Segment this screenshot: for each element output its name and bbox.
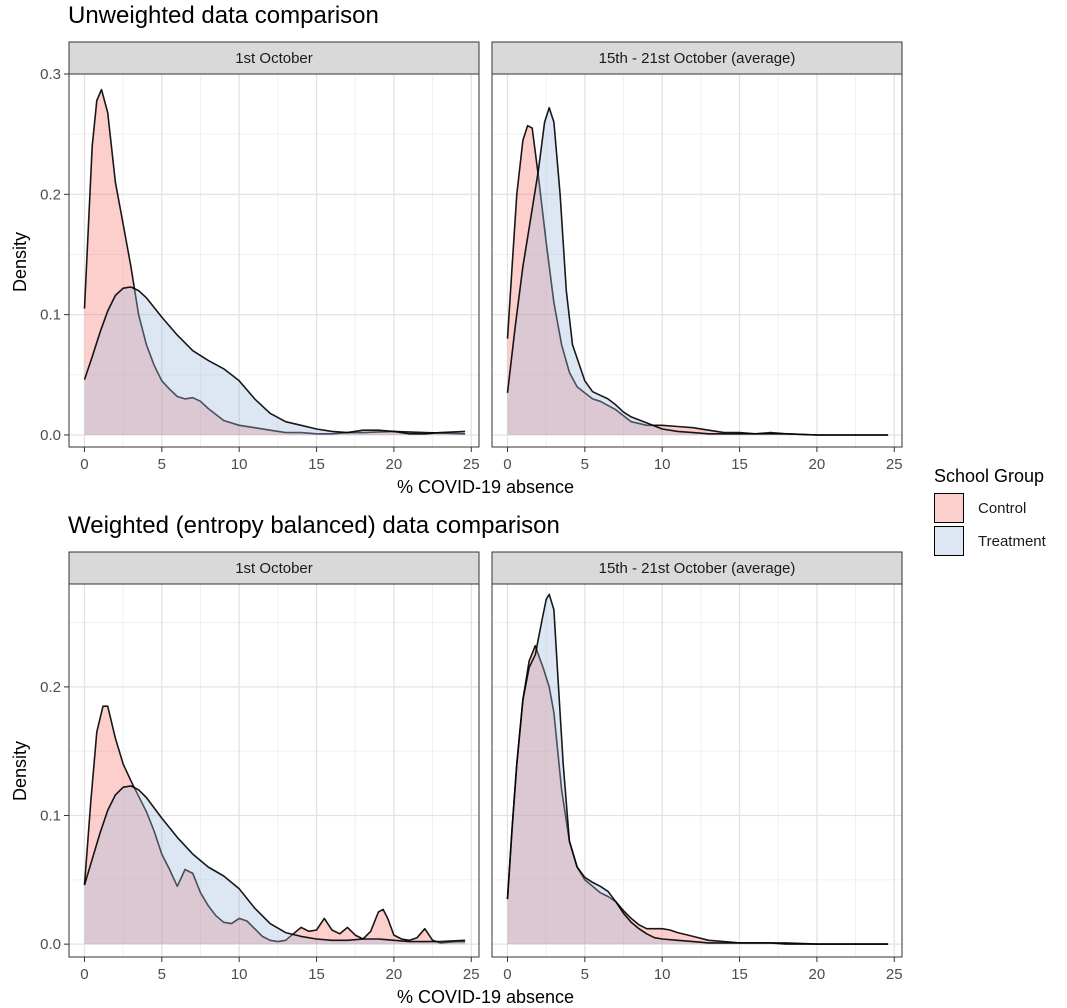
legend: School Group Control Treatment bbox=[934, 466, 1046, 556]
panel-border bbox=[68, 73, 480, 448]
x-tick-label: 15 bbox=[308, 966, 325, 983]
x-tick-label: 5 bbox=[158, 966, 166, 983]
x-tick-label: 10 bbox=[231, 456, 248, 473]
panel-1-1: 15th - 21st October (average) 0 5 10 15 20 25 bbox=[491, 551, 903, 983]
density-area-treatment bbox=[507, 594, 889, 945]
x-tick-label: 20 bbox=[386, 966, 403, 983]
x-tick-label: 25 bbox=[463, 456, 480, 473]
chart-title-unweighted: Unweighted data comparison bbox=[68, 2, 379, 29]
x-tick-label: 5 bbox=[581, 456, 589, 473]
facet-strip-label: 15th - 21st October (average) bbox=[599, 560, 796, 577]
x-tick-label: 15 bbox=[731, 456, 748, 473]
density-area-control bbox=[84, 89, 466, 435]
x-tick-label: 20 bbox=[809, 456, 826, 473]
legend-title: School Group bbox=[934, 466, 1045, 486]
x-tick-label: 25 bbox=[463, 966, 480, 983]
legend-item-control: Control bbox=[934, 493, 1046, 523]
legend-swatch-control bbox=[934, 493, 964, 523]
panel-background bbox=[69, 74, 479, 447]
x-tick-label: 20 bbox=[809, 966, 826, 983]
y-tick-label: 0.3 bbox=[40, 66, 61, 83]
facet-strip-label: 1st October bbox=[235, 560, 313, 577]
x-tick-label: 10 bbox=[654, 966, 671, 983]
facet-strip bbox=[68, 551, 480, 585]
panel-0-1: 15th - 21st October (average) 0 5 10 15 20 25 bbox=[491, 41, 903, 473]
x-tick-label: 25 bbox=[886, 456, 903, 473]
panel-border bbox=[491, 73, 903, 448]
chart-title-weighted: Weighted (entropy balanced) data compari… bbox=[68, 512, 560, 539]
x-tick-label: 20 bbox=[386, 456, 403, 473]
density-line-control bbox=[83, 705, 466, 944]
density-line-control bbox=[83, 88, 466, 435]
facet-strip-label: 1st October bbox=[235, 50, 313, 67]
x-tick-label: 0 bbox=[503, 456, 511, 473]
y-tick-label: 0.1 bbox=[40, 307, 61, 324]
y-tick-label: 0.0 bbox=[40, 427, 61, 444]
density-area-treatment bbox=[507, 107, 889, 435]
legend-item-treatment: Treatment bbox=[934, 526, 1046, 556]
x-tick-label: 25 bbox=[886, 966, 903, 983]
x-tick-label: 0 bbox=[80, 966, 88, 983]
y-axis-title: Density bbox=[10, 232, 30, 292]
y-axis-title: Density bbox=[10, 741, 30, 801]
x-tick-label: 15 bbox=[308, 456, 325, 473]
panel-border bbox=[68, 583, 480, 958]
y-tick-label: 0.0 bbox=[40, 936, 61, 953]
facet-strip-label: 15th - 21st October (average) bbox=[599, 50, 796, 67]
x-axis-title: % COVID-19 absence bbox=[397, 987, 574, 1007]
x-tick-label: 0 bbox=[80, 456, 88, 473]
x-axis-title: % COVID-19 absence bbox=[397, 477, 574, 497]
facet-strip bbox=[491, 41, 903, 75]
density-area-control bbox=[84, 706, 466, 945]
x-tick-label: 10 bbox=[231, 966, 248, 983]
panel-0-0: 1st October 0 5 10 15 20 25 0.0 0.1 0.2 0.3 bbox=[40, 41, 480, 473]
x-tick-label: 10 bbox=[654, 456, 671, 473]
x-tick-label: 5 bbox=[581, 966, 589, 983]
panel-1-0: 1st October 0 5 10 15 20 25 0.0 0.1 0.2 bbox=[40, 551, 480, 983]
density-line-control bbox=[506, 124, 889, 436]
x-tick-label: 5 bbox=[158, 456, 166, 473]
density-area-control bbox=[507, 125, 889, 435]
panel-border bbox=[491, 583, 903, 958]
density-area-treatment bbox=[84, 287, 466, 435]
y-tick-label: 0.1 bbox=[40, 808, 61, 825]
density-line-treatment bbox=[83, 785, 466, 943]
y-tick-label: 0.2 bbox=[40, 186, 61, 203]
x-tick-label: 15 bbox=[731, 966, 748, 983]
x-tick-label: 0 bbox=[503, 966, 511, 983]
panel-background bbox=[69, 584, 479, 957]
y-tick-label: 0.2 bbox=[40, 679, 61, 696]
density-line-treatment bbox=[506, 106, 889, 436]
density-area-treatment bbox=[84, 785, 466, 945]
density-line-treatment bbox=[506, 593, 889, 945]
density-line-treatment bbox=[83, 286, 466, 435]
legend-label-control: Control bbox=[978, 499, 1027, 517]
panel-background bbox=[492, 74, 902, 447]
legend-label-treatment: Treatment bbox=[978, 532, 1046, 550]
legend-swatch-treatment bbox=[934, 526, 964, 556]
